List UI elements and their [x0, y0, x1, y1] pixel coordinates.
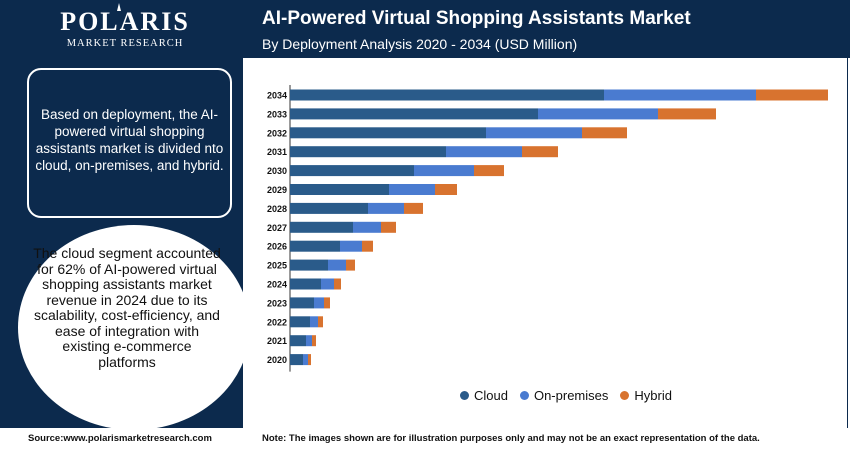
bar-segment-on-premises	[353, 221, 381, 233]
bar-segment-cloud	[290, 278, 321, 290]
bar-segment-cloud	[290, 89, 604, 101]
highlight-text: The cloud segment accounted for 62% of A…	[33, 245, 221, 370]
bar-segment-cloud	[290, 146, 446, 158]
footer: Source:www.polarismarketresearch.com Not…	[0, 428, 850, 450]
stacked-bar-chart: 2034 2033 2032 2031 2030 2029 2028 2027 2026 2025…	[267, 85, 828, 372]
disclaimer-note: Note: The images shown are for illustrat…	[262, 433, 760, 444]
bar-segment-cloud	[290, 165, 414, 177]
bar-segment-cloud	[290, 297, 314, 309]
bar-segment-hybrid	[582, 127, 627, 139]
bar-segment-cloud	[290, 259, 328, 271]
bar-segment-hybrid	[474, 165, 504, 177]
y-tick-label: 2024	[267, 280, 287, 290]
y-tick-label: 2030	[267, 166, 287, 176]
bar-segment-hybrid	[346, 259, 355, 271]
y-tick-label: 2034	[267, 91, 287, 101]
legend-label: Cloud	[474, 388, 508, 403]
bar-segment-on-premises	[414, 165, 474, 177]
legend-item: Cloud	[460, 388, 508, 403]
legend-label: Hybrid	[634, 388, 672, 403]
bar-segment-on-premises	[303, 354, 308, 366]
y-tick-label: 2020	[267, 355, 287, 365]
bar-segment-cloud	[290, 202, 368, 214]
bar-segment-hybrid	[362, 240, 373, 252]
bar-segment-on-premises	[314, 297, 324, 309]
bar-segment-on-premises	[310, 316, 318, 328]
bar-segment-on-premises	[306, 335, 312, 347]
bar-segment-hybrid	[334, 278, 341, 290]
page-title: AI-Powered Virtual Shopping Assistants M…	[262, 8, 691, 29]
source-text: Source:www.polarismarketresearch.com	[28, 433, 212, 444]
bar-segment-on-premises	[446, 146, 522, 158]
bar-segment-cloud	[290, 316, 310, 328]
info-box	[27, 68, 232, 218]
bar-segment-hybrid	[308, 354, 311, 366]
y-tick-label: 2029	[267, 185, 287, 195]
bar-segment-cloud	[290, 354, 303, 366]
bar-segment-on-premises	[368, 202, 404, 214]
bar-segment-on-premises	[604, 89, 756, 101]
bar-segment-hybrid	[324, 297, 330, 309]
bar-segment-cloud	[290, 108, 538, 120]
y-tick-label: 2027	[267, 223, 287, 233]
brand-name: POLARIS	[60, 7, 190, 36]
y-tick-label: 2025	[267, 261, 287, 271]
page-subtitle: By Deployment Analysis 2020 - 2034 (USD …	[262, 36, 578, 52]
legend-dot-icon	[620, 391, 630, 400]
bar-segment-on-premises	[486, 127, 582, 139]
bar-segment-hybrid	[435, 184, 457, 195]
legend-dot-icon	[519, 391, 529, 400]
highlight-circle	[18, 225, 250, 430]
bar-segment-hybrid	[318, 316, 323, 328]
bar-segment-on-premises	[389, 184, 435, 195]
bar-segment-on-premises	[538, 108, 658, 120]
bar-segment-cloud	[290, 184, 389, 195]
bar-segment-hybrid	[312, 335, 316, 347]
y-tick-label: 2022	[267, 317, 287, 327]
bar-segment-hybrid	[404, 202, 423, 214]
bar-segment-cloud	[290, 221, 353, 233]
bar-segment-hybrid	[381, 221, 396, 233]
header-band: POLARIS MARKET RESEARCH AI-Powered Virtu…	[0, 0, 850, 58]
bar-segment-on-premises	[340, 240, 362, 252]
y-tick-label: 2023	[267, 298, 287, 308]
bar-segment-hybrid	[756, 89, 828, 101]
info-text: Based on deployment, the AI-powered virt…	[35, 107, 224, 173]
y-tick-label: 2031	[267, 147, 287, 157]
y-tick-label: 2026	[267, 242, 287, 252]
y-tick-label: 2033	[267, 109, 287, 119]
bar-segment-hybrid	[522, 146, 558, 158]
chart-legend: Cloud On-premises Hybrid	[460, 388, 684, 403]
bar-segment-cloud	[290, 335, 306, 347]
y-tick-label: 2028	[267, 204, 287, 214]
legend-label: On-premises	[533, 388, 609, 403]
y-tick-label: 2032	[267, 128, 287, 138]
bar-segment-cloud	[290, 127, 486, 139]
bar-segment-cloud	[290, 240, 340, 252]
bar-segment-on-premises	[328, 259, 346, 271]
legend-dot-icon	[460, 391, 469, 400]
bar-segment-on-premises	[321, 278, 334, 290]
bar-segment-hybrid	[658, 108, 716, 120]
y-tick-label: 2021	[267, 336, 287, 346]
star-icon	[117, 3, 121, 11]
legend-item: Hybrid	[620, 388, 672, 403]
brand-subtitle: MARKET RESEARCH	[66, 38, 184, 49]
legend-item: On-premises	[519, 388, 609, 403]
